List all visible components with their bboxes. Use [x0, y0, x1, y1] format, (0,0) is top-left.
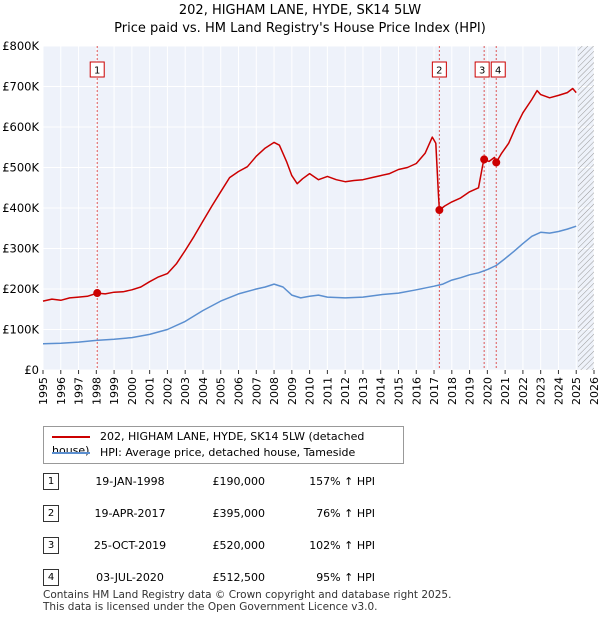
x-tick-label: 2026 [588, 377, 600, 405]
y-tick-label: £800K [2, 39, 39, 53]
x-axis-ticks: 1995 1996 1997 1998 1999 2000 2001 2002 2003 2004… [37, 370, 600, 405]
x-tick-label: 2018 [446, 377, 459, 405]
footer-line-1: Contains HM Land Registry data © Crown c… [43, 589, 452, 601]
sale-marker-box [89, 61, 105, 78]
x-tick-label: 2023 [535, 377, 548, 405]
y-tick-label: £100K [2, 323, 39, 337]
sale-2-marker: 2 [431, 61, 447, 78]
sale-2-point [435, 206, 444, 215]
legend-label-hpi: HPI: Average price, detached house, Tame… [100, 446, 356, 459]
sale-3-marker: 3 [474, 61, 490, 78]
sale-hpi-change: 95% ↑ HPI [316, 571, 375, 584]
sale-hpi-change: 76% ↑ HPI [316, 507, 375, 520]
sale-number: 1 [43, 473, 59, 490]
x-tick-label: 2015 [392, 377, 405, 405]
sale-date: 19-JAN-1998 [95, 475, 165, 488]
x-tick-label: 2012 [339, 377, 352, 405]
x-tick-label: 2011 [321, 377, 334, 405]
sale-4-marker: 4 [490, 61, 506, 78]
y-tick-label: £400K [2, 201, 39, 215]
hpi-line [42, 225, 577, 345]
sale-marker-label: 1 [94, 66, 100, 77]
y-tick-label: £600K [2, 120, 39, 134]
x-tick-label: 2008 [268, 377, 281, 405]
y-tick-label: £700K [2, 80, 39, 94]
x-tick-label: 2005 [215, 377, 228, 405]
sale-number: 2 [43, 505, 59, 522]
y-tick-label: £0 [24, 363, 39, 377]
legend-swatch-property [52, 436, 90, 438]
x-tick-label: 1998 [90, 377, 103, 405]
x-tick-label: 2002 [161, 377, 174, 405]
x-tick-label: 2009 [286, 377, 299, 405]
x-tick-label: 1999 [108, 377, 121, 405]
sale-hpi-change: 102% ↑ HPI [309, 539, 375, 552]
sale-marker-box [431, 61, 447, 78]
x-tick-label: 2013 [357, 377, 370, 405]
footer-line-2: This data is licensed under the Open Gov… [43, 601, 378, 613]
x-tick-label: 2006 [233, 377, 246, 405]
sale-price: £520,000 [212, 539, 266, 552]
title-line-2: Price paid vs. HM Land Registry's House … [114, 21, 486, 36]
sale-price: £190,000 [212, 475, 266, 488]
x-tick-label: 2025 [570, 377, 583, 405]
sale-price: £512,500 [212, 571, 266, 584]
footer: Contains HM Land Registry data © Crown c… [43, 589, 451, 613]
sale-number: 3 [43, 537, 59, 554]
x-tick-label: 1997 [73, 377, 86, 405]
x-tick-label: 2024 [552, 377, 565, 405]
sale-price: £395,000 [212, 507, 266, 520]
sale-4-point [492, 158, 501, 167]
x-tick-label: 2003 [179, 377, 192, 405]
legend: 202, HIGHAM LANE, HYDE, SK14 5LW (detach… [43, 426, 404, 464]
sale-marker-label: 2 [436, 66, 442, 77]
y-tick-label: £500K [2, 161, 39, 175]
x-tick-label: 2020 [481, 377, 494, 405]
x-tick-label: 2017 [428, 377, 441, 405]
x-tick-label: 2022 [517, 377, 530, 405]
sale-date: 03-JUL-2020 [96, 571, 164, 584]
sale-number: 4 [43, 569, 59, 586]
title-line-1: 202, HIGHAM LANE, HYDE, SK14 5LW [178, 3, 422, 18]
y-axis-ticks: £0 £100K £200K £300K £400K £500K £600K £700K £80… [2, 39, 39, 377]
sale-marker-box [474, 61, 490, 78]
sale-row: 1 19-JAN-1998 £190,000 157% ↑ HPI [0, 473, 600, 490]
sale-1-marker: 1 [89, 61, 105, 78]
legend-item-hpi: HPI: Average price, detached house, Tame… [52, 446, 355, 460]
x-tick-label: 2016 [410, 377, 423, 405]
sale-3-point [480, 155, 489, 164]
sale-date: 19-APR-2017 [94, 507, 166, 520]
legend-item-property: 202, HIGHAM LANE, HYDE, SK14 5LW (detach… [52, 430, 403, 457]
future-hatch [578, 46, 594, 370]
x-tick-label: 2000 [126, 377, 139, 405]
future-hatch-area [578, 46, 594, 370]
y-tick-label: £300K [2, 242, 39, 256]
sale-vlines [96, 46, 497, 370]
x-tick-label: 2001 [144, 377, 157, 405]
sale-row: 2 19-APR-2017 £395,000 76% ↑ HPI [0, 505, 600, 522]
y-tick-label: £200K [2, 282, 39, 296]
x-tick-label: 2019 [464, 377, 477, 405]
sale-marker-box [490, 61, 506, 78]
x-tick-label: 1996 [55, 377, 68, 405]
sale-hpi-change: 157% ↑ HPI [309, 475, 375, 488]
sale-row: 3 25-OCT-2019 £520,000 102% ↑ HPI [0, 537, 600, 554]
sale-marker-label: 3 [479, 66, 485, 77]
sale-1-point [93, 289, 102, 298]
x-tick-label: 2007 [250, 377, 263, 405]
x-tick-label: 2010 [304, 377, 317, 405]
x-tick-label: 2021 [499, 377, 512, 405]
x-tick-label: 2014 [375, 377, 388, 405]
x-tick-label: 2004 [197, 377, 210, 405]
sale-date: 25-OCT-2019 [93, 539, 167, 552]
sale-points [93, 155, 501, 298]
sale-marker-label: 4 [495, 66, 501, 77]
chart-title: 202, HIGHAM LANE, HYDE, SK14 5LW Price p… [0, 2, 600, 38]
sale-row: 4 03-JUL-2020 £512,500 95% ↑ HPI [0, 569, 600, 586]
x-tick-label: 1995 [37, 377, 50, 405]
legend-swatch-hpi [52, 452, 90, 454]
